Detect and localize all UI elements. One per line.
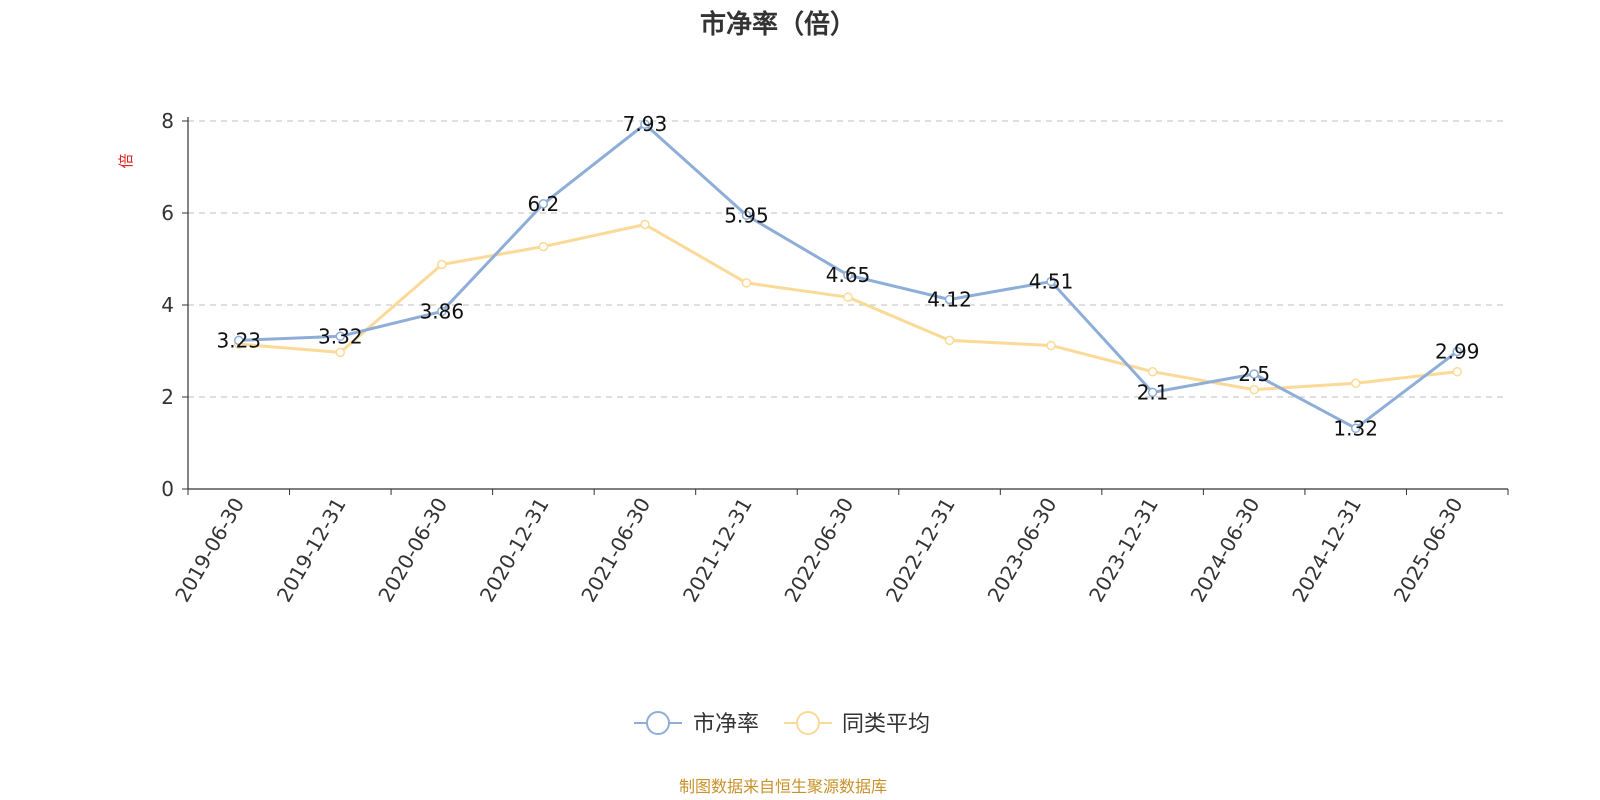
y-axis-unit-label: 倍 xyxy=(117,153,135,168)
source-note: 制图数据来自恒生聚源数据库 xyxy=(679,777,887,796)
data-label: 3.86 xyxy=(420,299,465,323)
series-lines xyxy=(234,119,1462,434)
data-point[interactable] xyxy=(437,259,447,270)
series-main xyxy=(234,119,1462,434)
data-point[interactable] xyxy=(1452,366,1462,377)
x-tick-label: 2022-06-30 xyxy=(779,494,858,607)
y-tick-label: 0 xyxy=(161,477,174,501)
data-point[interactable] xyxy=(1350,423,1361,434)
series-average xyxy=(234,219,1462,395)
y-tick-label: 4 xyxy=(161,293,174,317)
data-labels: 3.23 3.32 3.86 6.2 7.93 5.95 4.65 4.12 4.51 2.1 2.… xyxy=(217,112,1480,440)
data-label: 4.12 xyxy=(927,287,972,311)
data-label: 7.93 xyxy=(623,112,668,136)
data-label: 4.65 xyxy=(826,263,871,287)
data-point[interactable] xyxy=(640,219,650,230)
data-point[interactable] xyxy=(437,306,447,317)
y-tick-label: 2 xyxy=(161,385,174,409)
data-point[interactable] xyxy=(1452,346,1462,357)
data-point[interactable] xyxy=(1147,366,1158,377)
grid-lines xyxy=(188,120,1508,398)
x-tick-label: 2024-12-31 xyxy=(1287,494,1366,607)
x-tick-label: 2020-12-31 xyxy=(475,494,554,607)
data-label: 3.23 xyxy=(217,328,262,352)
data-point[interactable] xyxy=(1147,387,1158,398)
data-label: 1.32 xyxy=(1333,416,1378,440)
data-point[interactable] xyxy=(538,241,549,252)
legend-label: 同类平均 xyxy=(842,712,930,737)
data-point[interactable] xyxy=(741,278,752,288)
x-tick-label: 2022-12-31 xyxy=(881,494,960,607)
x-tick-label: 2023-06-30 xyxy=(983,494,1062,607)
legend-label: 市净率 xyxy=(693,712,759,737)
data-label: 2.1 xyxy=(1137,380,1169,404)
data-point[interactable] xyxy=(1249,369,1259,379)
data-point[interactable] xyxy=(944,335,955,346)
data-label: 2.99 xyxy=(1435,339,1480,363)
axes: 0 2 4 6 8 2019-06-30 2019-12-31 2020-06-30 2020-… xyxy=(161,109,1509,607)
data-label: 6.2 xyxy=(527,192,559,216)
data-point[interactable] xyxy=(538,199,549,209)
data-label: 4.51 xyxy=(1029,270,1074,294)
x-tick-label: 2020-06-30 xyxy=(373,494,452,607)
x-tick-label: 2024-06-30 xyxy=(1186,494,1265,607)
x-tick-label: 2021-06-30 xyxy=(576,494,655,607)
data-point[interactable] xyxy=(1249,384,1259,395)
legend-marker xyxy=(796,711,820,735)
legend[interactable]: 市净率 同类平均 xyxy=(634,711,930,737)
data-point[interactable] xyxy=(640,119,650,129)
data-point[interactable] xyxy=(1350,378,1361,388)
x-tick-label: 2019-06-30 xyxy=(170,494,249,607)
data-point[interactable] xyxy=(741,210,752,221)
data-label: 5.95 xyxy=(724,203,769,227)
x-tick-label: 2025-06-30 xyxy=(1389,494,1468,607)
data-point[interactable] xyxy=(843,292,853,302)
y-tick-label: 8 xyxy=(161,109,174,133)
data-point[interactable] xyxy=(234,335,244,346)
data-point[interactable] xyxy=(1046,340,1056,351)
legend-marker xyxy=(646,711,670,735)
data-point[interactable] xyxy=(1046,276,1056,287)
x-tick-label: 2023-12-31 xyxy=(1084,494,1163,607)
y-tick-label: 6 xyxy=(161,201,174,225)
x-tick-label: 2021-12-31 xyxy=(678,494,757,607)
data-label: 2.5 xyxy=(1238,362,1270,386)
data-label: 3.32 xyxy=(318,324,363,348)
data-point[interactable] xyxy=(843,270,853,280)
chart-title: 市净率（倍） xyxy=(700,9,856,40)
data-point[interactable] xyxy=(335,347,346,358)
data-point[interactable] xyxy=(944,294,955,305)
legend-item-average[interactable]: 同类平均 xyxy=(784,711,930,737)
data-point[interactable] xyxy=(335,331,346,342)
x-tick-label: 2019-12-31 xyxy=(272,494,351,607)
legend-item-main[interactable]: 市净率 xyxy=(634,711,759,737)
